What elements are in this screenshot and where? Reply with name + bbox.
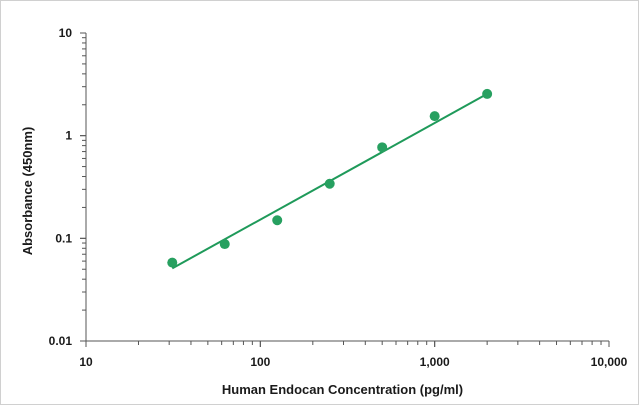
x-tick-label: 100 — [250, 355, 270, 369]
y-tick-label: 0.1 — [55, 231, 72, 245]
x-tick-label: 10,000 — [591, 355, 628, 369]
y-tick-label: 1 — [65, 129, 72, 143]
data-point — [324, 178, 335, 189]
data-point — [482, 88, 493, 99]
marks-layer — [167, 88, 493, 270]
data-point — [167, 257, 178, 268]
x-tick-label: 1,000 — [420, 355, 450, 369]
axes-layer — [80, 32, 610, 347]
data-point — [219, 239, 230, 250]
labels-layer: 10 100 1,000 10,000 10 1 0.1 0.01 Human Endocan … — [20, 26, 628, 397]
x-axis-title: Human Endocan Concentration (pg/ml) — [222, 382, 463, 397]
y-tick-label: 10 — [59, 26, 73, 40]
y-tick-label: 0.01 — [49, 334, 73, 348]
data-point — [272, 215, 283, 226]
x-tick-label: 10 — [79, 355, 93, 369]
data-point — [429, 111, 440, 122]
data-point — [377, 142, 388, 153]
y-axis-title: Absorbance (450nm) — [20, 127, 35, 256]
